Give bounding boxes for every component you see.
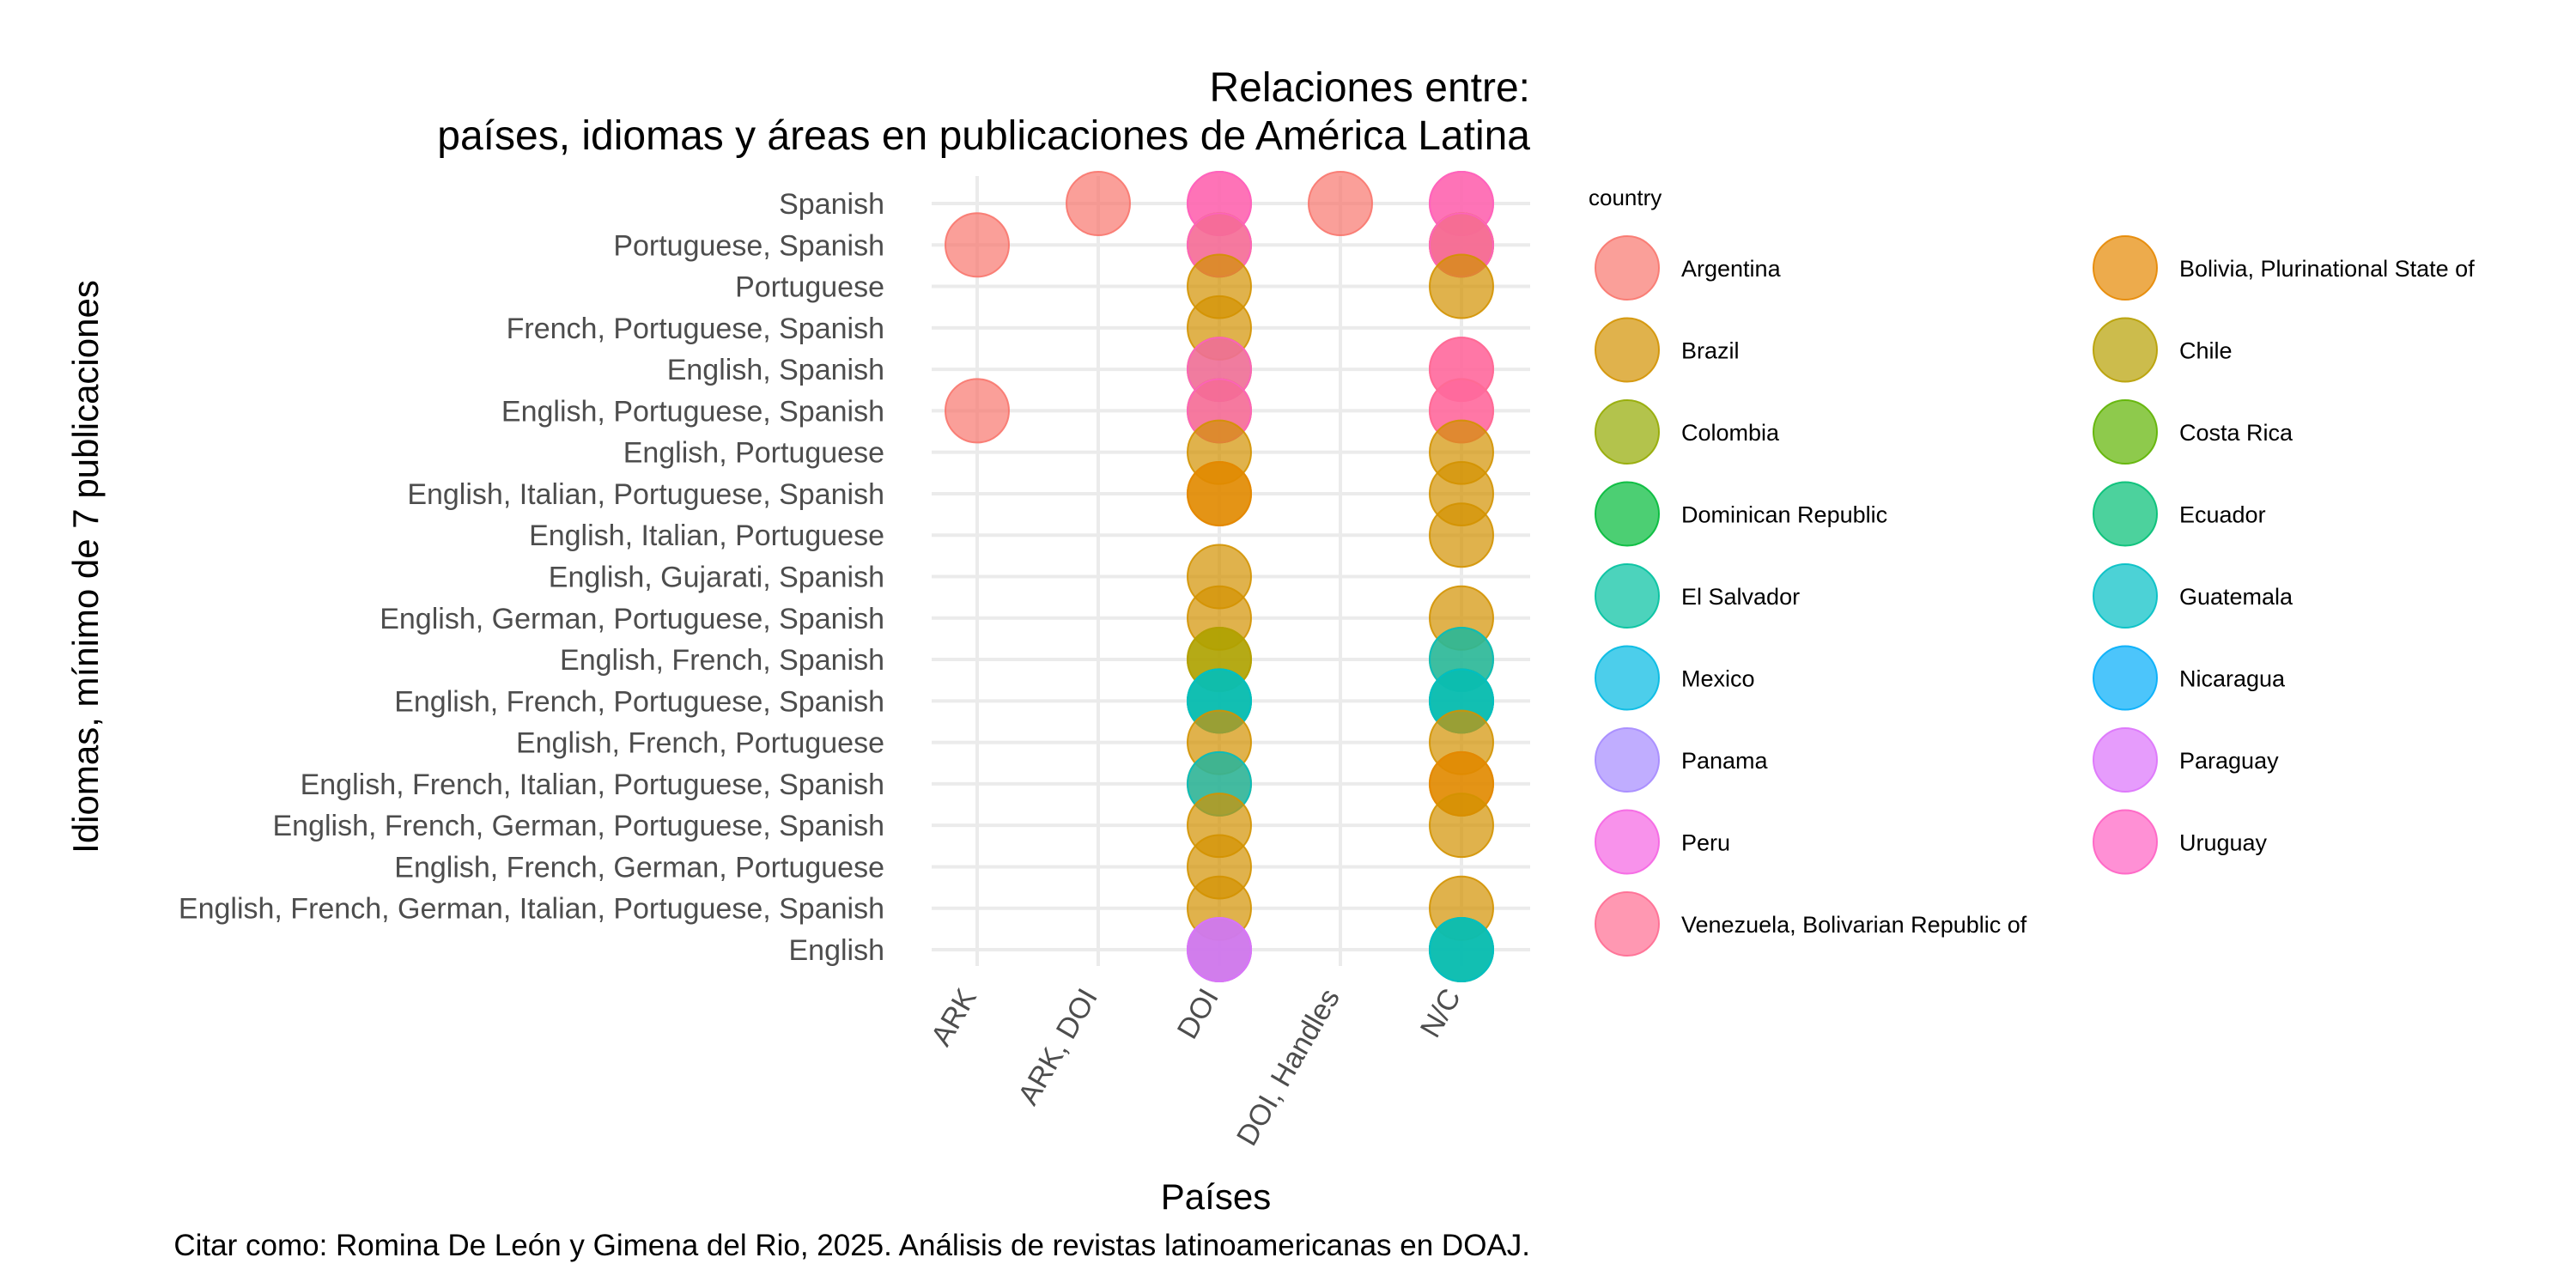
y-axis-title: Idiomas, mínimo de 7 publicaciones (65, 280, 106, 854)
y-tick-label: Spanish (779, 188, 884, 221)
x-tick-labels: ARK ARK, DOI DOI DOI, Handles N/C (925, 983, 1467, 1151)
x-tick-label: DOI (1171, 983, 1225, 1044)
chart-caption: Citar como: Romina De León y Gimena del … (173, 1229, 1530, 1262)
legend-label: Venezuela, Bolivarian Republic of (1681, 912, 2027, 938)
legend-label: Guatemala (2179, 584, 2293, 610)
legend-key-venezuela-bolivarian-republic-of (1595, 891, 1660, 957)
point-brazil (1429, 793, 1494, 859)
y-tick-label: English, Gujarati, Spanish (549, 562, 884, 594)
x-tick-label: N/C (1414, 983, 1467, 1043)
y-tick-label: English, French, Portuguese, Spanish (394, 685, 884, 718)
point-argentina (1066, 171, 1131, 236)
legend-label: Uruguay (2179, 830, 2268, 856)
point-brazil (1429, 253, 1494, 319)
y-tick-label: English, French, German, Italian, Portug… (179, 893, 884, 926)
point-paraguay (1187, 917, 1252, 982)
y-tick-label: French, Portuguese, Spanish (507, 313, 884, 345)
x-tick-label: ARK (925, 983, 983, 1052)
legend-key-colombia (1595, 399, 1660, 465)
point-guatemala (1429, 917, 1494, 982)
chart-title-line2: países, idiomas y áreas en publicaciones… (437, 113, 1530, 159)
y-tick-label: English, Italian, Portuguese (529, 519, 884, 552)
legend-key-mexico (1595, 645, 1660, 711)
legend-label: Argentina (1681, 256, 1782, 282)
point-brazil (1429, 502, 1494, 568)
legend-label: Paraguay (2179, 748, 2279, 774)
legend-label: Peru (1681, 830, 1730, 856)
legend-key-peru (1595, 809, 1660, 875)
point-bolivia-plurinational-state-of (1187, 460, 1252, 526)
legend-key-uruguay (2093, 809, 2158, 875)
legend-title: country (1589, 185, 1662, 210)
legend-key-guatemala (2093, 563, 2158, 629)
legend-label: Nicaragua (2179, 666, 2286, 692)
legend-key-panama (1595, 727, 1660, 793)
legend-key-costa-rica (2093, 399, 2158, 465)
legend-label: Dominican Republic (1681, 502, 1887, 528)
y-tick-label: English, Spanish (667, 354, 884, 386)
y-tick-label: English, French, Italian, Portuguese, Sp… (301, 769, 884, 801)
y-tick-label: English, French, German, Portuguese (394, 851, 884, 884)
legend-label: Bolivia, Plurinational State of (2179, 256, 2475, 282)
legend: country Argentina Bolivia, Plurinational … (1589, 185, 2475, 957)
legend-label: Ecuador (2179, 502, 2266, 528)
y-tick-label: English, German, Portuguese, Spanish (380, 603, 884, 635)
point-argentina (1308, 171, 1373, 236)
y-tick-label: English, French, Portuguese (516, 727, 884, 760)
legend-key-el-salvador (1595, 563, 1660, 629)
y-tick-label: English, Italian, Portuguese, Spanish (407, 478, 884, 511)
y-tick-label: English, French, Spanish (560, 644, 884, 677)
x-tick-label: ARK, DOI (1012, 983, 1104, 1110)
legend-label: El Salvador (1681, 584, 1800, 610)
point-argentina (945, 378, 1010, 444)
legend-label: Mexico (1681, 666, 1755, 692)
legend-label: Panama (1681, 748, 1769, 774)
y-tick-label: English (788, 934, 884, 967)
legend-key-dominican-republic (1595, 481, 1660, 547)
legend-key-brazil (1595, 317, 1660, 383)
legend-key-ecuador (2093, 481, 2158, 547)
legend-key-argentina (1595, 235, 1660, 301)
point-argentina (945, 212, 1010, 278)
legend-key-chile (2093, 317, 2158, 383)
x-axis-title: Países (1161, 1176, 1271, 1217)
legend-label: Chile (2179, 338, 2233, 364)
data-points (945, 171, 1494, 982)
legend-key-nicaragua (2093, 645, 2158, 711)
legend-label: Colombia (1681, 420, 1780, 446)
y-tick-label: English, Portuguese (623, 437, 884, 470)
x-tick-label: DOI, Handles (1230, 983, 1346, 1151)
legend-label: Costa Rica (2179, 420, 2293, 446)
y-tick-labels: English English, French, German, Italian,… (179, 188, 884, 967)
legend-label: Brazil (1681, 338, 1740, 364)
y-tick-label: English, French, German, Portuguese, Spa… (273, 810, 885, 842)
chart-title-line1: Relaciones entre: (1209, 65, 1530, 111)
y-tick-label: Portuguese (735, 271, 884, 304)
y-tick-label: Portuguese, Spanish (613, 229, 884, 262)
legend-key-paraguay (2093, 727, 2158, 793)
legend-key-bolivia-plurinational-state-of (2093, 235, 2158, 301)
y-tick-label: English, Portuguese, Spanish (501, 395, 884, 428)
